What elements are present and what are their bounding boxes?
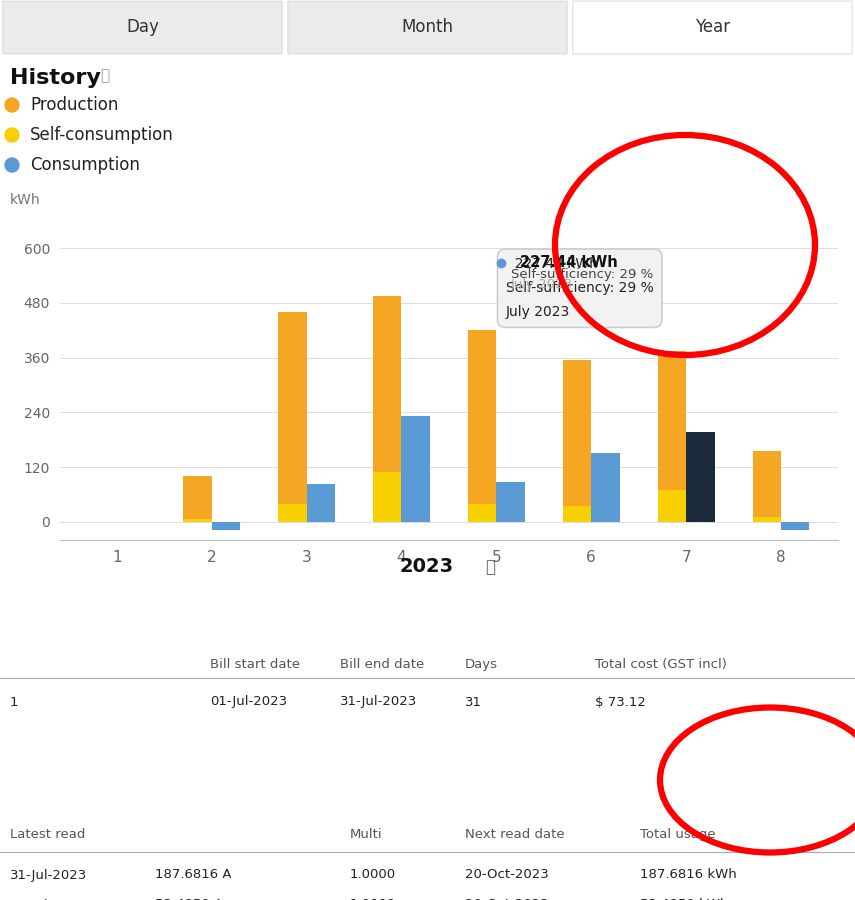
Text: 📅: 📅	[485, 558, 495, 576]
Text: 227.44 kWh
Self-sufficiency: 29 %
July 2023: 227.44 kWh Self-sufficiency: 29 % July 2…	[506, 257, 653, 320]
Text: 1.0000: 1.0000	[350, 868, 396, 881]
Text: Latest read: Latest read	[10, 828, 86, 841]
FancyBboxPatch shape	[573, 1, 852, 54]
Bar	[307, 484, 335, 522]
Text: 227.44 kWh: 227.44 kWh	[520, 256, 618, 270]
Text: kWh: kWh	[10, 193, 41, 207]
Text: July 2023: July 2023	[510, 278, 573, 292]
Text: 31-Jul-2023: 31-Jul-2023	[10, 868, 87, 881]
Bar	[752, 451, 781, 522]
Bar	[496, 482, 525, 522]
Text: ⓘ: ⓘ	[100, 68, 109, 83]
FancyBboxPatch shape	[288, 1, 567, 54]
Text: 187.6816 A: 187.6816 A	[155, 868, 232, 881]
Text: 31: 31	[465, 696, 482, 708]
Text: Self-sufficiency: 29 %: Self-sufficiency: 29 %	[510, 268, 653, 281]
Text: 20-Oct-2023: 20-Oct-2023	[465, 898, 549, 900]
Text: 20-Oct-2023: 20-Oct-2023	[465, 868, 549, 881]
Text: Next read date: Next read date	[465, 828, 564, 841]
Bar	[278, 503, 307, 522]
Bar	[183, 519, 212, 522]
Text: 01-Jul-2023: 01-Jul-2023	[210, 696, 287, 708]
Text: Year: Year	[695, 19, 730, 37]
Text: 31-Jul-2023: 31-Jul-2023	[340, 696, 417, 708]
Bar	[373, 296, 402, 522]
Bar	[373, 472, 402, 522]
Bar	[657, 351, 686, 522]
Circle shape	[5, 128, 19, 142]
Bar	[752, 518, 781, 522]
Bar	[212, 522, 240, 530]
Text: Self-consumption: Self-consumption	[30, 126, 174, 144]
Text: Bill start date: Bill start date	[210, 658, 300, 671]
Bar	[563, 506, 591, 522]
Text: 53.4859 A: 53.4859 A	[155, 898, 223, 900]
Circle shape	[5, 158, 19, 172]
Bar	[591, 454, 620, 522]
Text: Days: Days	[465, 658, 498, 671]
Text: Consumption: Consumption	[30, 156, 140, 174]
Bar	[563, 360, 591, 522]
Text: 2023: 2023	[400, 557, 454, 577]
Text: Day: Day	[126, 19, 159, 37]
Text: Month: Month	[402, 19, 453, 37]
Bar	[278, 312, 307, 522]
Text: Bill end date: Bill end date	[340, 658, 424, 671]
Text: 1.0000: 1.0000	[350, 898, 396, 900]
Text: Total cost (GST incl): Total cost (GST incl)	[595, 658, 727, 671]
Bar	[781, 522, 810, 530]
Text: 31-Jul-2023: 31-Jul-2023	[10, 898, 87, 900]
Bar	[468, 330, 496, 522]
Text: 1: 1	[10, 696, 19, 708]
Text: 187.6816 kWh: 187.6816 kWh	[640, 868, 737, 881]
Bar	[468, 503, 496, 522]
Text: History: History	[10, 68, 101, 88]
Bar	[402, 416, 430, 522]
Bar	[686, 431, 715, 522]
Text: Production: Production	[30, 96, 118, 114]
Text: $ 73.12: $ 73.12	[595, 696, 646, 708]
Text: Multi: Multi	[350, 828, 383, 841]
Text: Total usage: Total usage	[640, 828, 716, 841]
Text: 53.4859 kWh: 53.4859 kWh	[640, 898, 728, 900]
FancyBboxPatch shape	[3, 1, 282, 54]
Bar	[183, 476, 212, 522]
Bar	[657, 490, 686, 522]
Circle shape	[5, 98, 19, 112]
